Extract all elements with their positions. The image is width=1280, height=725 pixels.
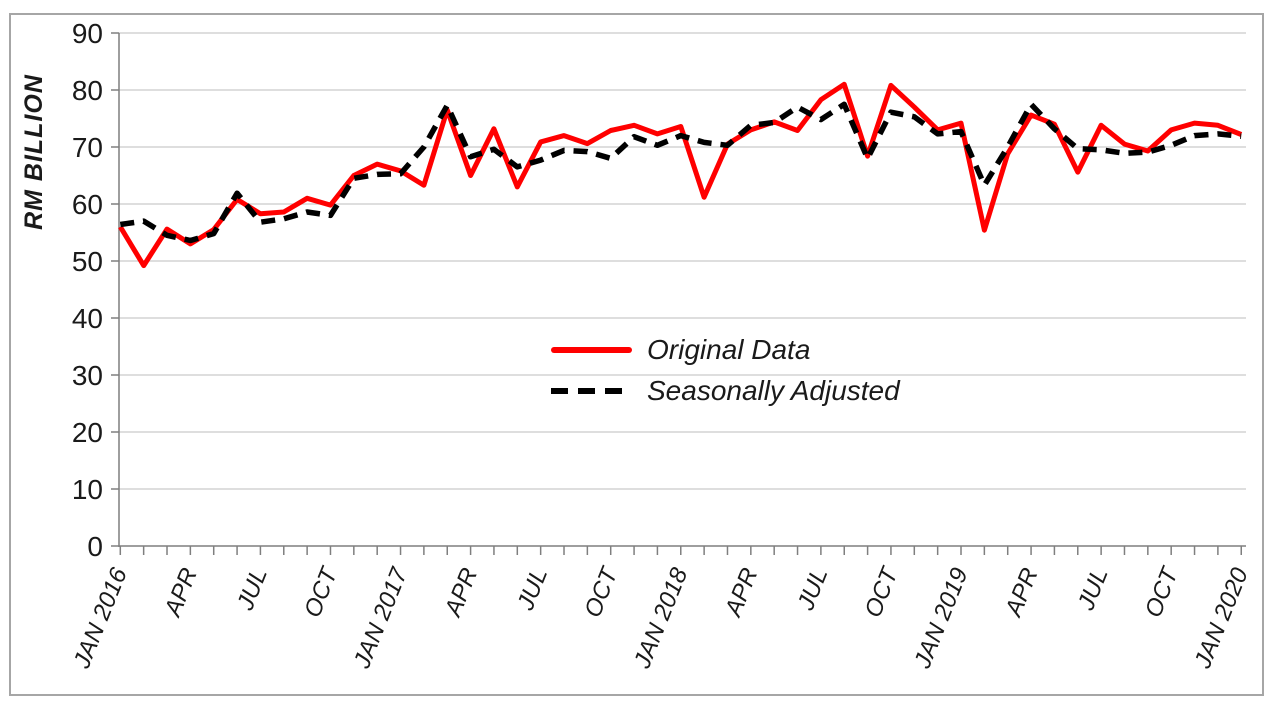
series-seasonally-adjusted [119,101,1242,244]
y-tick-label: 20 [72,417,103,448]
legend-label-original-data: Original Data [647,334,811,365]
y-axis-title: RM BILLION [20,74,48,230]
y-tick-label: 0 [87,531,103,562]
x-tick-label: JAN 2018 [628,564,693,673]
x-tick-label: JUL [232,564,273,615]
y-tick-label: 60 [72,189,103,220]
x-tick-label: OCT [1140,562,1185,621]
legend-item-seasonally-adjusted: Seasonally Adjusted [551,372,900,410]
y-tick-label: 30 [72,360,103,391]
chart-legend: Original Data Seasonally Adjusted [551,331,900,413]
x-tick-label: APR [439,564,483,622]
legend-swatch-dashed-line-icon [551,388,632,394]
x-tick-label: OCT [579,562,624,621]
y-tick-label: 70 [72,132,103,163]
y-tick-label: 40 [72,303,103,334]
x-tick-label: JUL [512,564,553,615]
x-tick-label: JAN 2019 [909,564,974,673]
y-tick-label: 90 [72,18,103,49]
legend-label-seasonally-adjusted: Seasonally Adjusted [647,375,900,406]
x-tick-label: APR [719,564,763,622]
x-tick-label: JUL [1072,564,1113,615]
y-tick-label: 10 [72,474,103,505]
y-tick-label: 50 [72,246,103,277]
chart-frame [9,13,1264,696]
series-original-data [118,81,1243,269]
x-tick-label: OCT [859,562,904,621]
x-tick-label: JAN 2017 [348,563,414,673]
x-tick-label: APR [999,564,1043,622]
legend-swatch-solid-line-icon [551,347,632,353]
x-tick-label: APR [159,564,203,622]
x-tick-label: JAN 2020 [1189,564,1254,673]
x-tick-label: OCT [299,562,344,621]
x-tick-label: JAN 2016 [68,564,133,673]
legend-item-original-data: Original Data [551,331,900,369]
y-tick-label: 80 [72,75,103,106]
x-tick-label: JUL [792,564,833,615]
